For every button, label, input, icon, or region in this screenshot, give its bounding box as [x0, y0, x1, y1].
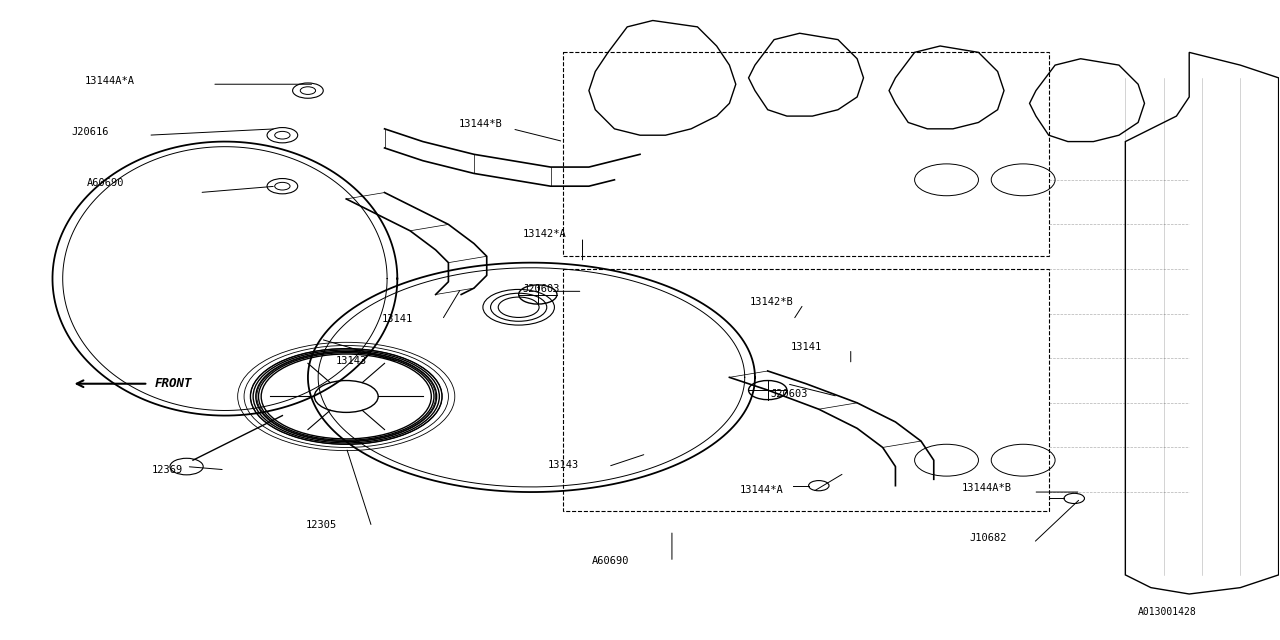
Text: J10682: J10682 [969, 533, 1007, 543]
Text: J20603: J20603 [522, 284, 559, 294]
Text: 12305: 12305 [306, 520, 337, 530]
Text: 13144A*A: 13144A*A [84, 76, 134, 86]
Text: A60690: A60690 [591, 556, 628, 566]
Text: J20603: J20603 [771, 389, 808, 399]
Text: 13144*A: 13144*A [740, 484, 783, 495]
Text: 13141: 13141 [791, 342, 822, 352]
Text: A013001428: A013001428 [1138, 607, 1197, 617]
Text: J20616: J20616 [72, 127, 109, 137]
Text: 13144*B: 13144*B [458, 119, 502, 129]
Text: 12369: 12369 [152, 465, 183, 476]
Text: 13144A*B: 13144A*B [961, 483, 1012, 493]
Text: FRONT: FRONT [155, 377, 192, 390]
Text: 13141: 13141 [381, 314, 413, 324]
Text: A60690: A60690 [87, 178, 124, 188]
Text: 13143: 13143 [337, 356, 367, 366]
Text: 13142*B: 13142*B [750, 297, 794, 307]
Text: 13143: 13143 [548, 460, 580, 470]
Text: 13142*A: 13142*A [522, 229, 566, 239]
